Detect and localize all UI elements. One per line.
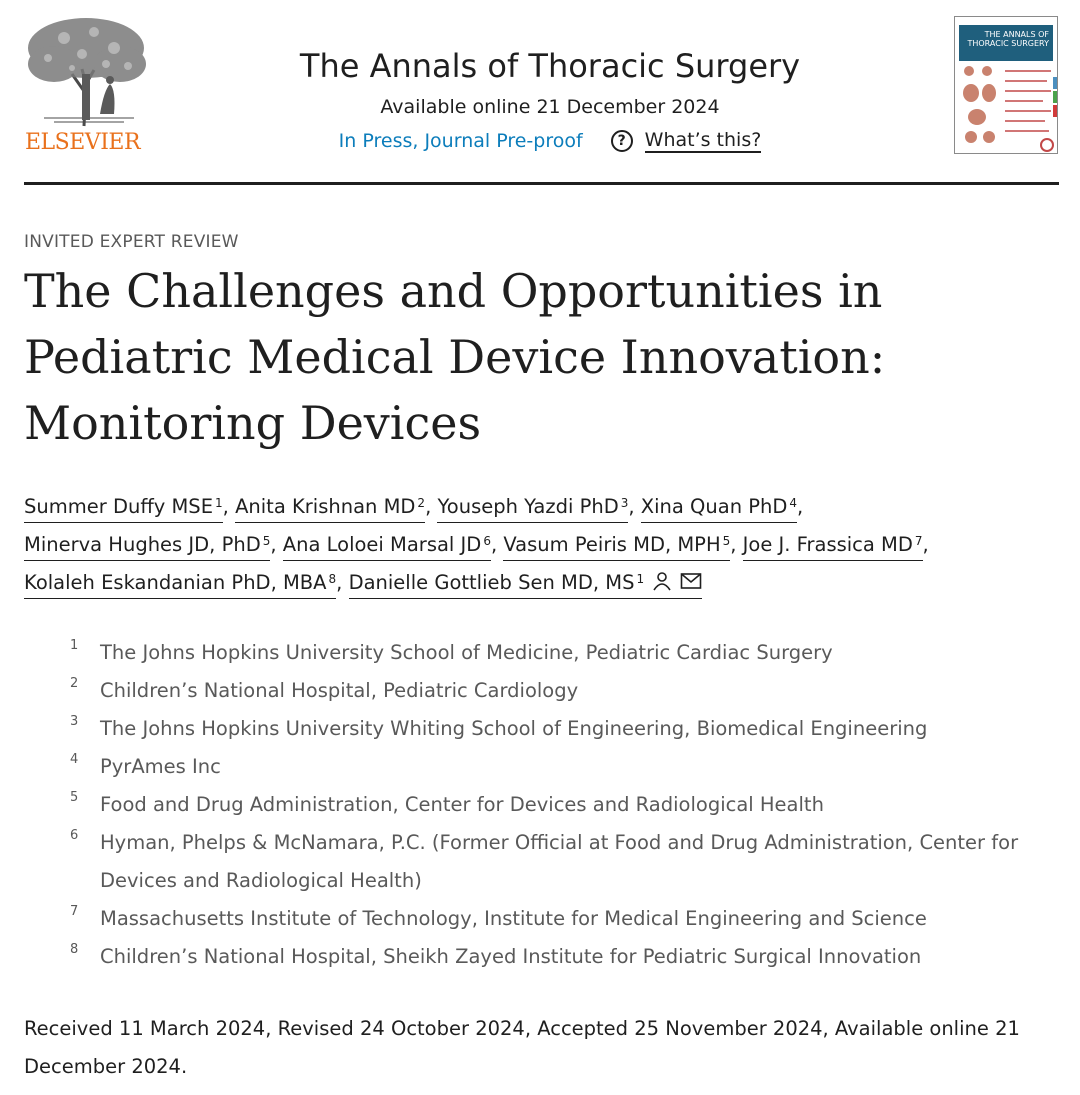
author-affiliation-ref: 3	[620, 496, 629, 510]
author-link[interactable]: Anita Krishnan MD 2	[235, 495, 426, 523]
journal-title-link[interactable]: The Annals of Thoracic Surgery	[299, 47, 801, 85]
author-link[interactable]: Minerva Hughes JD, PhD 5	[24, 533, 271, 561]
article-title: The Challenges and Opportunities in Pedi…	[24, 264, 886, 450]
author-affiliation-ref: 1	[215, 496, 223, 510]
author-affiliation-ref: 2	[417, 496, 426, 510]
author-affiliation-ref: 5	[262, 534, 271, 548]
affiliation-item: 8 Children’s National Hospital, Sheikh Za…	[70, 938, 1030, 976]
author-list: Summer Duffy MSE 1, Anita Krishnan MD 2, Y…	[24, 488, 1059, 602]
affiliation-number: 4	[70, 752, 79, 767]
affiliation-item: 1 The Johns Hopkins University School of …	[70, 634, 1030, 672]
affiliation-text: PyrAmes Inc	[100, 755, 221, 778]
tree-illustration-icon	[28, 18, 146, 127]
author-name: Ana Loloei Marsal JD	[282, 533, 482, 556]
affiliation-number: 8	[70, 942, 79, 957]
author-name: Summer Duffy MSE	[24, 495, 214, 518]
cover-illustration-icon	[963, 66, 1057, 152]
author-name: Joe J. Frassica MD	[742, 533, 913, 556]
author-link[interactable]: Summer Duffy MSE 1	[24, 495, 223, 523]
author-affiliation-ref: 1	[636, 572, 645, 586]
affiliation-number: 7	[70, 904, 79, 919]
author-affiliation-ref: 8	[328, 572, 337, 586]
affiliation-text: The Johns Hopkins University Whiting Sch…	[100, 717, 928, 740]
affiliation-item: 6 Hyman, Phelps & McNamara, P.C. (Former …	[70, 824, 1030, 900]
author-name: Vasum Peiris MD, MPH	[503, 533, 721, 556]
author-affiliation-ref: 7	[914, 534, 923, 548]
affiliation-list: 1 The Johns Hopkins University School of …	[70, 634, 1030, 976]
question-circle-icon[interactable]: ?	[610, 130, 633, 152]
affiliation-number: 3	[70, 714, 79, 729]
author-name: Youseph Yazdi PhD	[437, 495, 619, 518]
author-name: Minerva Hughes JD, PhD	[24, 533, 261, 556]
author-link[interactable]: Kolaleh Eskandanian PhD, MBA 8	[24, 571, 337, 599]
available-online-date: Available online 21 December 2024	[380, 96, 720, 118]
affiliation-number: 1	[70, 638, 79, 653]
author-contact-icons	[652, 571, 702, 591]
author-affiliation-ref: 5	[722, 534, 731, 548]
journal-info: The Annals of Thoracic Surgery Available…	[264, 46, 836, 154]
journal-cover-thumbnail[interactable]: THE ANNALS OF THORACIC SURGERY	[954, 16, 1058, 154]
affiliation-item: 7 Massachusetts Institute of Technology, …	[70, 900, 1030, 938]
affiliation-text: Children’s National Hospital, Pediatric …	[100, 679, 579, 702]
affiliation-text: Children’s National Hospital, Sheikh Zay…	[100, 945, 922, 968]
affiliation-number: 2	[70, 676, 79, 691]
affiliation-number: 6	[70, 828, 79, 843]
affiliation-text: Hyman, Phelps & McNamara, P.C. (Former O…	[100, 831, 1019, 892]
publisher-wordmark: ELSEVIER	[25, 130, 141, 155]
author-affiliation-ref: 6	[483, 534, 491, 548]
cover-title: THE ANNALS OF THORACIC SURGERY	[967, 30, 1049, 48]
author-affiliation-ref: 4	[789, 496, 798, 510]
header-divider	[24, 182, 1059, 185]
journal-header: ELSEVIER The Annals of Thoracic Surgery …	[24, 14, 1059, 186]
envelope-icon[interactable]	[680, 572, 702, 590]
author-name: Anita Krishnan MD	[235, 495, 416, 518]
author-name: Danielle Gottlieb Sen MD, MS	[348, 571, 635, 594]
author-link[interactable]: Xina Quan PhD 4	[640, 495, 798, 523]
article-status-row: In Press, Journal Pre-proof ? What’s thi…	[264, 128, 836, 154]
author-link[interactable]: Joe J. Frassica MD 7	[742, 533, 923, 561]
author-link[interactable]: Ana Loloei Marsal JD 6	[282, 533, 491, 561]
person-icon[interactable]	[652, 571, 672, 591]
affiliation-item: 4 PyrAmes Inc	[70, 748, 1030, 786]
article-history: Received 11 March 2024, Revised 24 Octob…	[24, 1017, 1020, 1078]
whats-this-link[interactable]: What’s this?	[644, 129, 762, 153]
article-type-label: INVITED EXPERT REVIEW	[24, 232, 239, 252]
affiliation-text: The Johns Hopkins University School of M…	[100, 641, 833, 664]
affiliation-text: Food and Drug Administration, Center for…	[100, 793, 824, 816]
affiliation-text: Massachusetts Institute of Technology, I…	[100, 907, 927, 930]
corresponding-author-link[interactable]: Danielle Gottlieb Sen MD, MS 1	[348, 571, 703, 599]
author-link[interactable]: Vasum Peiris MD, MPH 5	[503, 533, 731, 561]
author-name: Xina Quan PhD	[640, 495, 788, 518]
cover-title-band	[959, 25, 1053, 61]
affiliation-item: 5 Food and Drug Administration, Center fo…	[70, 786, 1030, 824]
elsevier-logo[interactable]: ELSEVIER	[24, 14, 150, 156]
affiliation-item: 2 Children’s National Hospital, Pediatric…	[70, 672, 1030, 710]
affiliation-number: 5	[70, 790, 79, 805]
author-name: Kolaleh Eskandanian PhD, MBA	[24, 571, 327, 594]
in-press-link[interactable]: In Press, Journal Pre-proof	[338, 130, 583, 152]
author-link[interactable]: Youseph Yazdi PhD 3	[437, 495, 629, 523]
affiliation-item: 3 The Johns Hopkins University Whiting Sc…	[70, 710, 1030, 748]
